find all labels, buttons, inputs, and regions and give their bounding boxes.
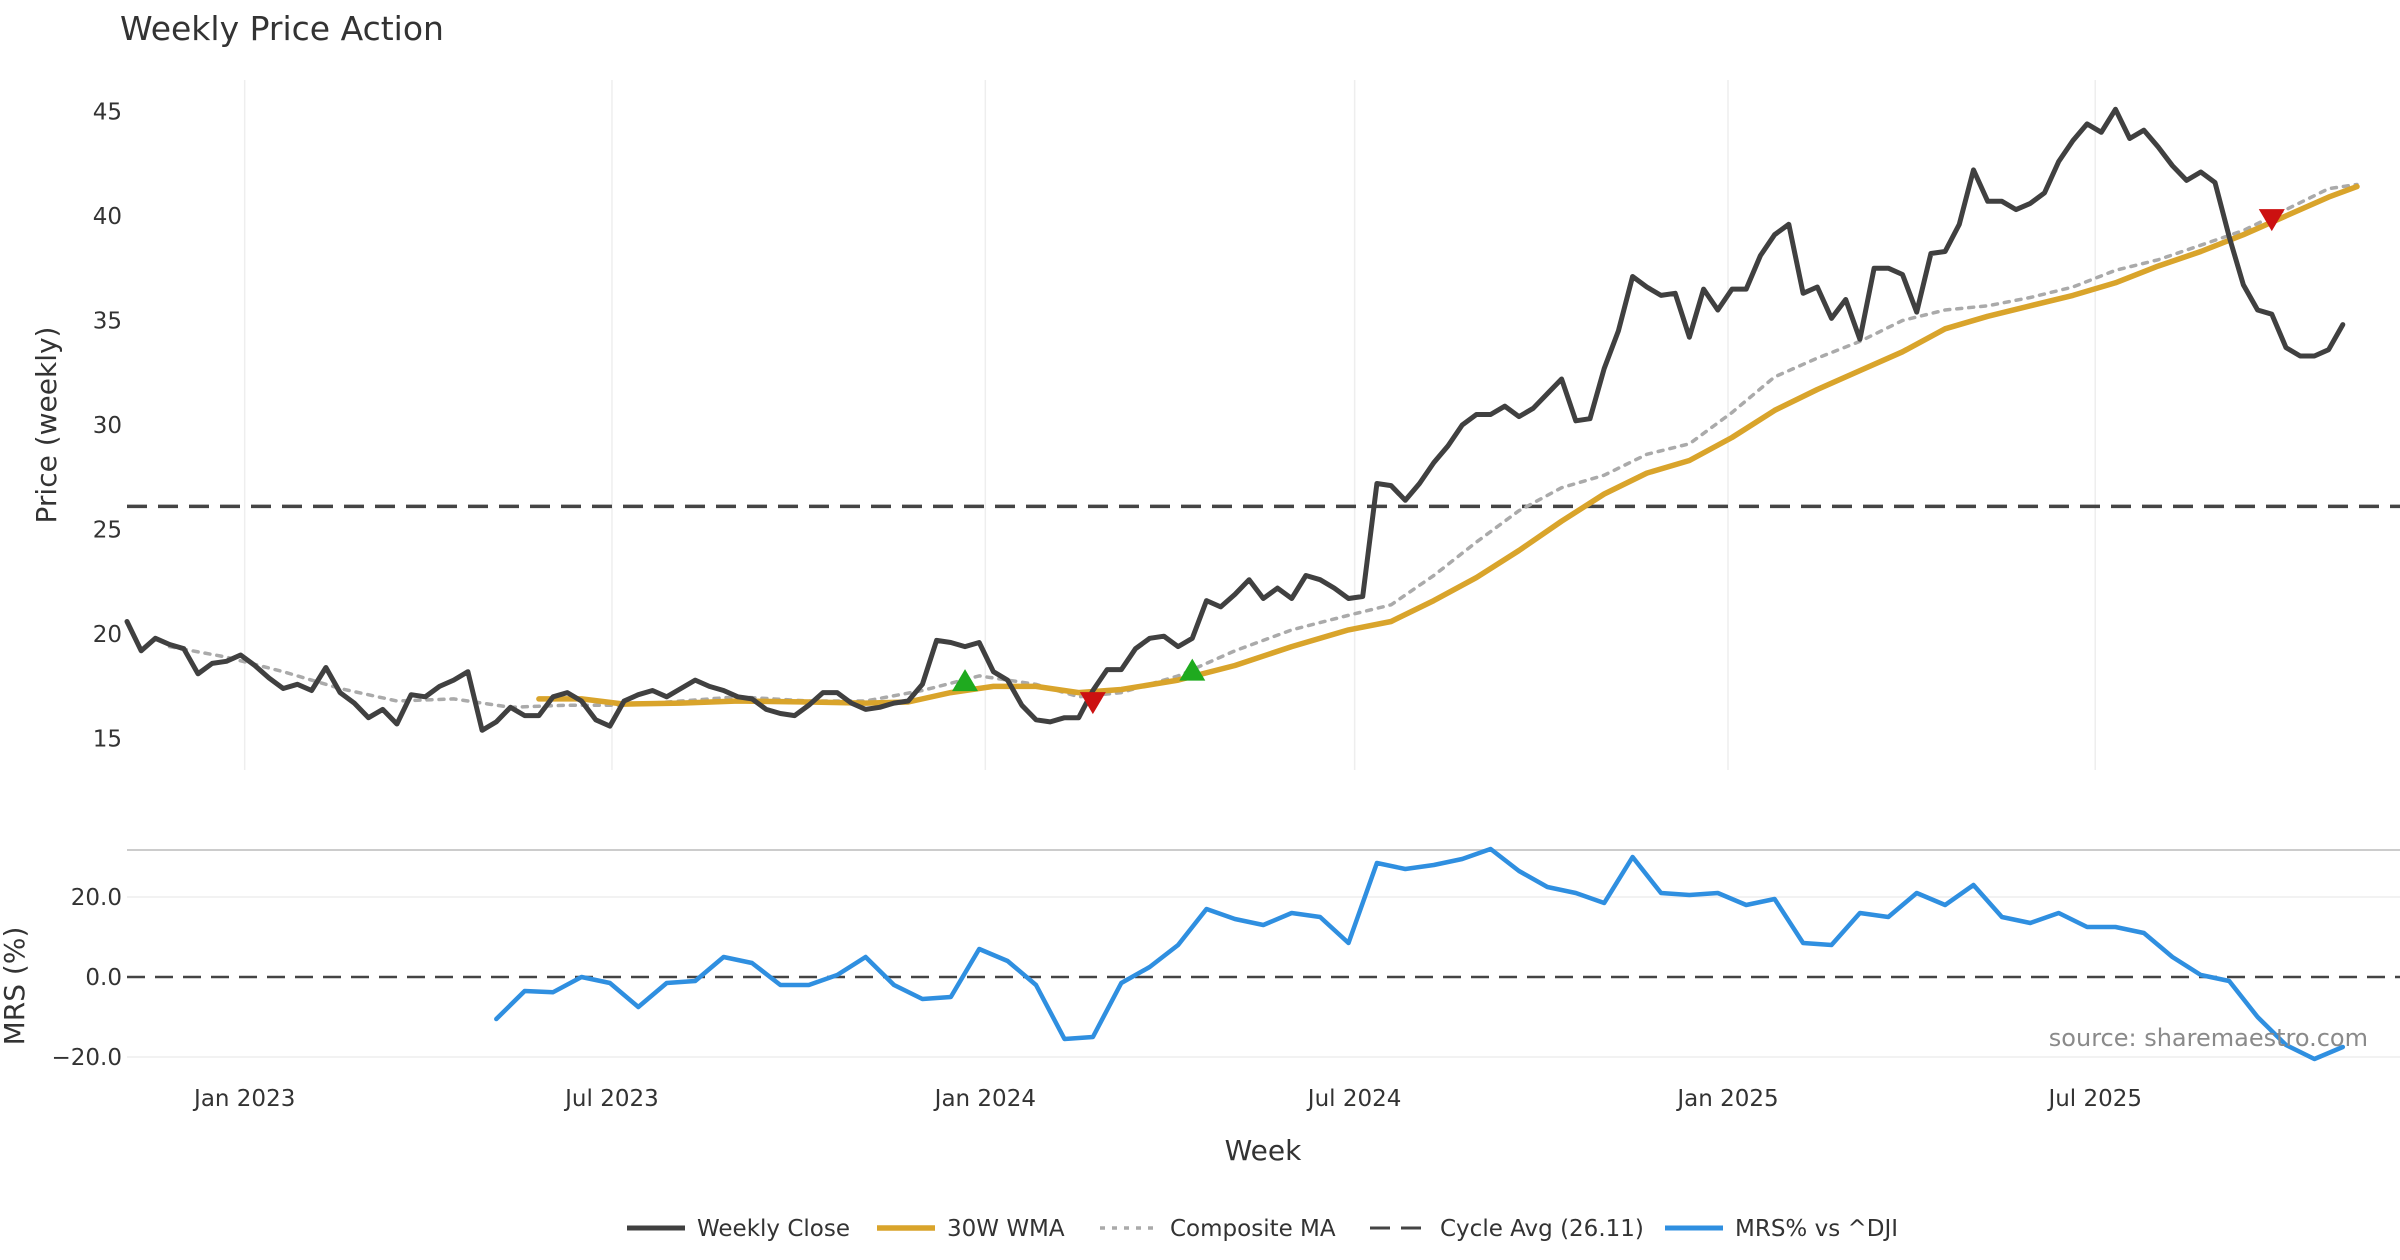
- price-y-tick-label: 15: [93, 727, 122, 753]
- mrs-y-tick-label: −20.0: [52, 1045, 122, 1071]
- composite-ma-line: [167, 182, 2359, 710]
- x-axis-label: Week: [1225, 1134, 1302, 1167]
- legend: Weekly Close 30W WMA Composite MA Cycle Avg…: [627, 1216, 1898, 1242]
- x-tick-label: Jan 2024: [933, 1086, 1036, 1112]
- mrs-y-tick-label: 20.0: [71, 885, 122, 911]
- sell-signal-marker: [2258, 209, 2285, 232]
- x-ticks: Jan 2023 Jul 2023 Jan 2024 Jul 2024 Jan 2025…: [192, 1086, 2142, 1112]
- sell-signal-marker: [1079, 692, 1106, 715]
- x-tick-label: Jul 2025: [2046, 1086, 2142, 1112]
- x-tick-label: Jan 2025: [1675, 1086, 1778, 1112]
- signal-markers: [952, 209, 2285, 715]
- buy-signal-marker: [1179, 658, 1206, 681]
- mrs-line: [494, 846, 2346, 1062]
- legend-label: Composite MA: [1170, 1216, 1336, 1242]
- price-y-axis-label: Price (weekly): [30, 327, 63, 524]
- weekly-close-line: [124, 106, 2346, 733]
- price-y-tick-label: 25: [93, 518, 122, 544]
- price-y-ticks: 15 20 25 30 35 40 45: [93, 99, 122, 752]
- price-y-tick-label: 30: [93, 413, 122, 439]
- price-y-tick-label: 40: [93, 204, 122, 230]
- x-tick-label: Jul 2023: [563, 1086, 659, 1112]
- legend-item: Cycle Avg (26.11): [1370, 1216, 1644, 1242]
- price-y-tick-label: 45: [93, 99, 122, 125]
- x-tick-label: Jan 2023: [192, 1086, 295, 1112]
- price-grid: [243, 80, 2096, 770]
- mrs-y-axis-label: MRS (%): [0, 927, 31, 1046]
- legend-item: Weekly Close: [627, 1216, 850, 1242]
- buy-signal-marker: [952, 669, 979, 692]
- chart-title: Weekly Price Action: [120, 9, 444, 48]
- mrs-y-tick-label: 0.0: [85, 965, 122, 991]
- legend-item: 30W WMA: [877, 1216, 1065, 1242]
- source-note: source: sharemaestro.com: [2049, 1024, 2368, 1052]
- price-y-tick-label: 20: [93, 622, 122, 648]
- legend-label: 30W WMA: [947, 1216, 1065, 1242]
- mrs-grid: [127, 896, 2400, 1058]
- legend-item: Composite MA: [1100, 1216, 1336, 1242]
- x-tick-label: Jul 2024: [1306, 1086, 1402, 1112]
- legend-label: Weekly Close: [697, 1216, 850, 1242]
- legend-item: MRS% vs ^DJI: [1665, 1216, 1898, 1242]
- legend-label: Cycle Avg (26.11): [1440, 1216, 1644, 1242]
- mrs-y-ticks: 20.0 0.0 −20.0: [52, 885, 122, 1071]
- legend-label: MRS% vs ^DJI: [1735, 1216, 1898, 1242]
- price-y-tick-label: 35: [93, 308, 122, 334]
